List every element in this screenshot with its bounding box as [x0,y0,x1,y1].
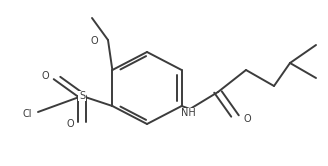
Text: O: O [91,36,98,46]
Text: O: O [66,119,74,129]
Text: S: S [79,91,85,101]
Text: O: O [41,71,49,81]
Text: O: O [244,114,252,124]
Text: Cl: Cl [23,109,32,119]
Text: NH: NH [181,108,195,118]
